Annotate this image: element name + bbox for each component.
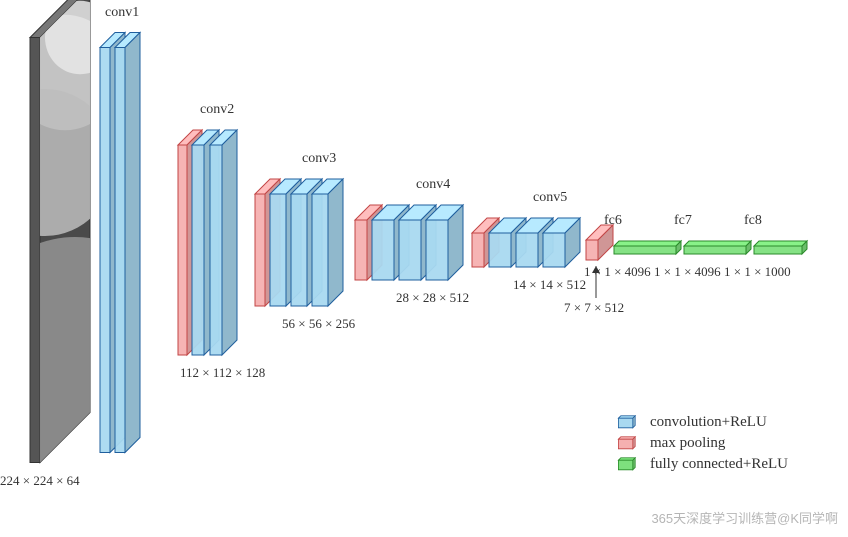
dim-label-fc8: 1 × 1 × 1000 [724, 264, 791, 280]
dim-label-conv5c: 14 × 14 × 512 [513, 277, 586, 293]
legend-text: convolution+ReLU [650, 414, 767, 431]
layer-label-conv4c: conv4 [416, 177, 450, 193]
layer-label-conv3c: conv3 [302, 151, 336, 167]
layer-label-conv1b: conv1 [105, 5, 139, 21]
legend-box-pool [616, 436, 640, 452]
dim-label-fc6: 1 × 1 × 4096 [584, 264, 651, 280]
legend-text: max pooling [650, 435, 725, 452]
legend: convolution+ReLU max pooling fully conne… [616, 410, 788, 477]
layer-label-fc8: fc8 [744, 213, 762, 229]
layer-label-conv5c: conv5 [533, 190, 567, 206]
dim-label-fc7: 1 × 1 × 4096 [654, 264, 721, 280]
legend-box-conv [616, 415, 640, 431]
dim-label-input: 224 × 224 × 64 [0, 473, 80, 489]
watermark: 365天深度学习训练营@K同学啊 [651, 508, 838, 527]
legend-item-pool: max pooling [616, 435, 788, 452]
legend-item-fc: fully connected+ReLU [616, 456, 788, 473]
dim-label-conv3c: 56 × 56 × 256 [282, 316, 355, 332]
legend-text: fully connected+ReLU [650, 456, 788, 473]
layer-label-conv2b: conv2 [200, 102, 234, 118]
legend-item-conv: convolution+ReLU [616, 414, 788, 431]
dim-label-conv4c: 28 × 28 × 512 [396, 290, 469, 306]
layer-label-fc6: fc6 [604, 213, 622, 229]
legend-box-fc [616, 457, 640, 473]
dim-label-pool5: 7 × 7 × 512 [564, 300, 624, 316]
dim-label-conv2b: 112 × 112 × 128 [180, 365, 265, 381]
layer-label-fc7: fc7 [674, 213, 692, 229]
